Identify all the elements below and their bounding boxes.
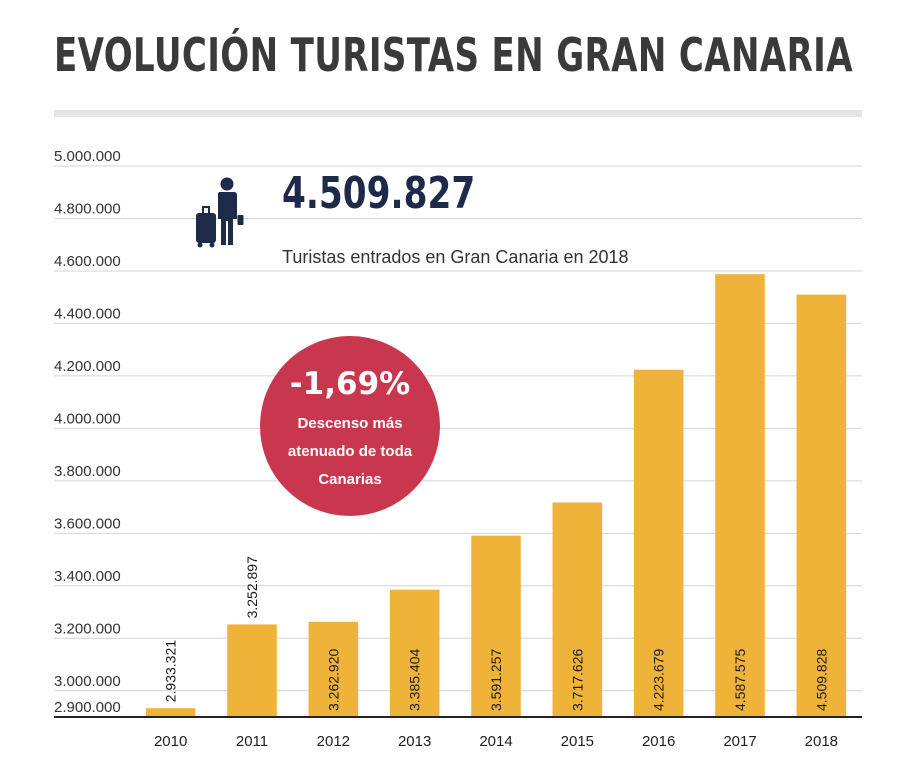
- y-tick-label: 4.600.000: [54, 253, 121, 270]
- bar-data-label: 3.717.626: [569, 649, 585, 711]
- x-tick-label: 2013: [398, 733, 431, 750]
- bar: [308, 621, 359, 717]
- bar: [145, 708, 196, 717]
- y-axis-tick-labels: 2.900.000 3.000.000 3.200.000 3.400.000 3.60…: [54, 148, 121, 716]
- bar: [389, 589, 440, 717]
- bar: [796, 294, 847, 717]
- bar: [715, 274, 765, 717]
- bar-data-label: 2.933.321: [163, 640, 179, 702]
- bar-data-labels: 2.933.321 3.252.897 3.262.920 3.385.404 3.59…: [163, 556, 830, 711]
- bar-data-label: 3.385.404: [407, 649, 423, 711]
- x-tick-label: 2018: [805, 733, 838, 750]
- bar: [471, 535, 521, 717]
- y-tick-label: 2.900.000: [54, 699, 121, 716]
- bar-data-label: 4.223.679: [651, 649, 667, 711]
- bar-data-label: 4.587.575: [732, 649, 748, 711]
- x-tick-label: 2014: [479, 733, 512, 750]
- y-tick-label: 4.800.000: [54, 200, 121, 217]
- bars: [145, 274, 847, 717]
- x-tick-label: 2015: [561, 733, 594, 750]
- x-tick-label: 2011: [236, 733, 268, 750]
- x-tick-label: 2017: [723, 733, 756, 750]
- x-tick-label: 2010: [154, 733, 187, 750]
- title-divider: [54, 110, 862, 117]
- bar-data-label: 4.509.828: [813, 649, 829, 711]
- y-tick-label: 4.000.000: [54, 410, 121, 427]
- y-tick-label: 5.000.000: [54, 148, 121, 165]
- bar: [633, 369, 684, 717]
- change-badge: -1,69% Descenso más atenuado de toda Can…: [260, 336, 440, 516]
- y-tick-label: 3.400.000: [54, 568, 121, 585]
- headline-value: 4.509.827: [282, 168, 476, 219]
- x-axis-tick-labels: 2010 2011 2012 2013 2014 2015 2016 2017 2018: [154, 733, 838, 750]
- y-tick-label: 3.000.000: [54, 673, 121, 690]
- y-tick-label: 4.400.000: [54, 305, 121, 322]
- bar-data-label: 3.252.897: [244, 556, 260, 618]
- headline-caption: Turistas entrados en Gran Canaria en 201…: [282, 247, 629, 267]
- chart-title: EVOLUCIÓN TURISTAS EN GRAN CANARIA: [54, 28, 853, 82]
- badge-value: -1,69%: [289, 366, 411, 402]
- bar: [552, 502, 603, 717]
- badge-text: Descenso más atenuado de toda Canarias: [287, 415, 413, 488]
- x-tick-label: 2012: [317, 733, 350, 750]
- bar: [227, 624, 277, 717]
- bar-data-label: 3.262.920: [325, 649, 341, 711]
- y-tick-label: 4.200.000: [54, 358, 121, 375]
- y-tick-label: 3.200.000: [54, 620, 121, 637]
- y-tick-label: 3.600.000: [54, 515, 121, 532]
- bar-data-label: 3.591.257: [488, 649, 504, 711]
- y-tick-label: 3.800.000: [54, 463, 121, 480]
- x-tick-label: 2016: [642, 733, 675, 750]
- traveler-with-suitcase-icon: [196, 177, 244, 248]
